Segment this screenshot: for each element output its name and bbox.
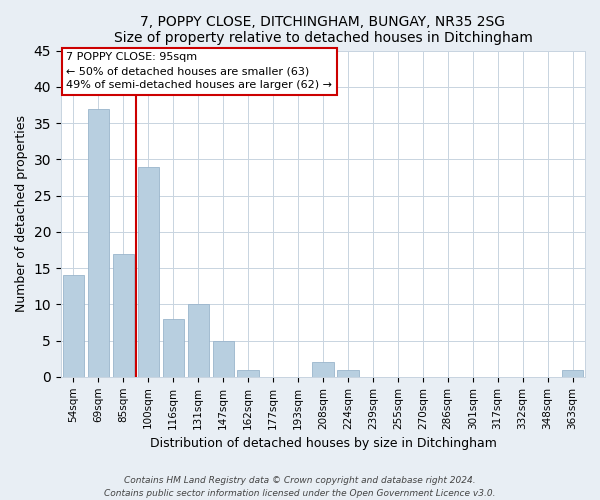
X-axis label: Distribution of detached houses by size in Ditchingham: Distribution of detached houses by size … [149, 437, 496, 450]
Bar [113, 254, 134, 377]
Y-axis label: Number of detached properties: Number of detached properties [15, 115, 28, 312]
Bar [63, 276, 84, 377]
Bar [337, 370, 359, 377]
Title: 7, POPPY CLOSE, DITCHINGHAM, BUNGAY, NR35 2SG
Size of property relative to detac: 7, POPPY CLOSE, DITCHINGHAM, BUNGAY, NR3… [113, 15, 532, 45]
Bar [137, 166, 159, 377]
Text: 7 POPPY CLOSE: 95sqm
← 50% of detached houses are smaller (63)
49% of semi-detac: 7 POPPY CLOSE: 95sqm ← 50% of detached h… [66, 52, 332, 90]
Bar [163, 319, 184, 377]
Bar [562, 370, 583, 377]
Bar [212, 340, 234, 377]
Bar [313, 362, 334, 377]
Bar [188, 304, 209, 377]
Bar [238, 370, 259, 377]
Bar [88, 108, 109, 377]
Text: Contains HM Land Registry data © Crown copyright and database right 2024.
Contai: Contains HM Land Registry data © Crown c… [104, 476, 496, 498]
